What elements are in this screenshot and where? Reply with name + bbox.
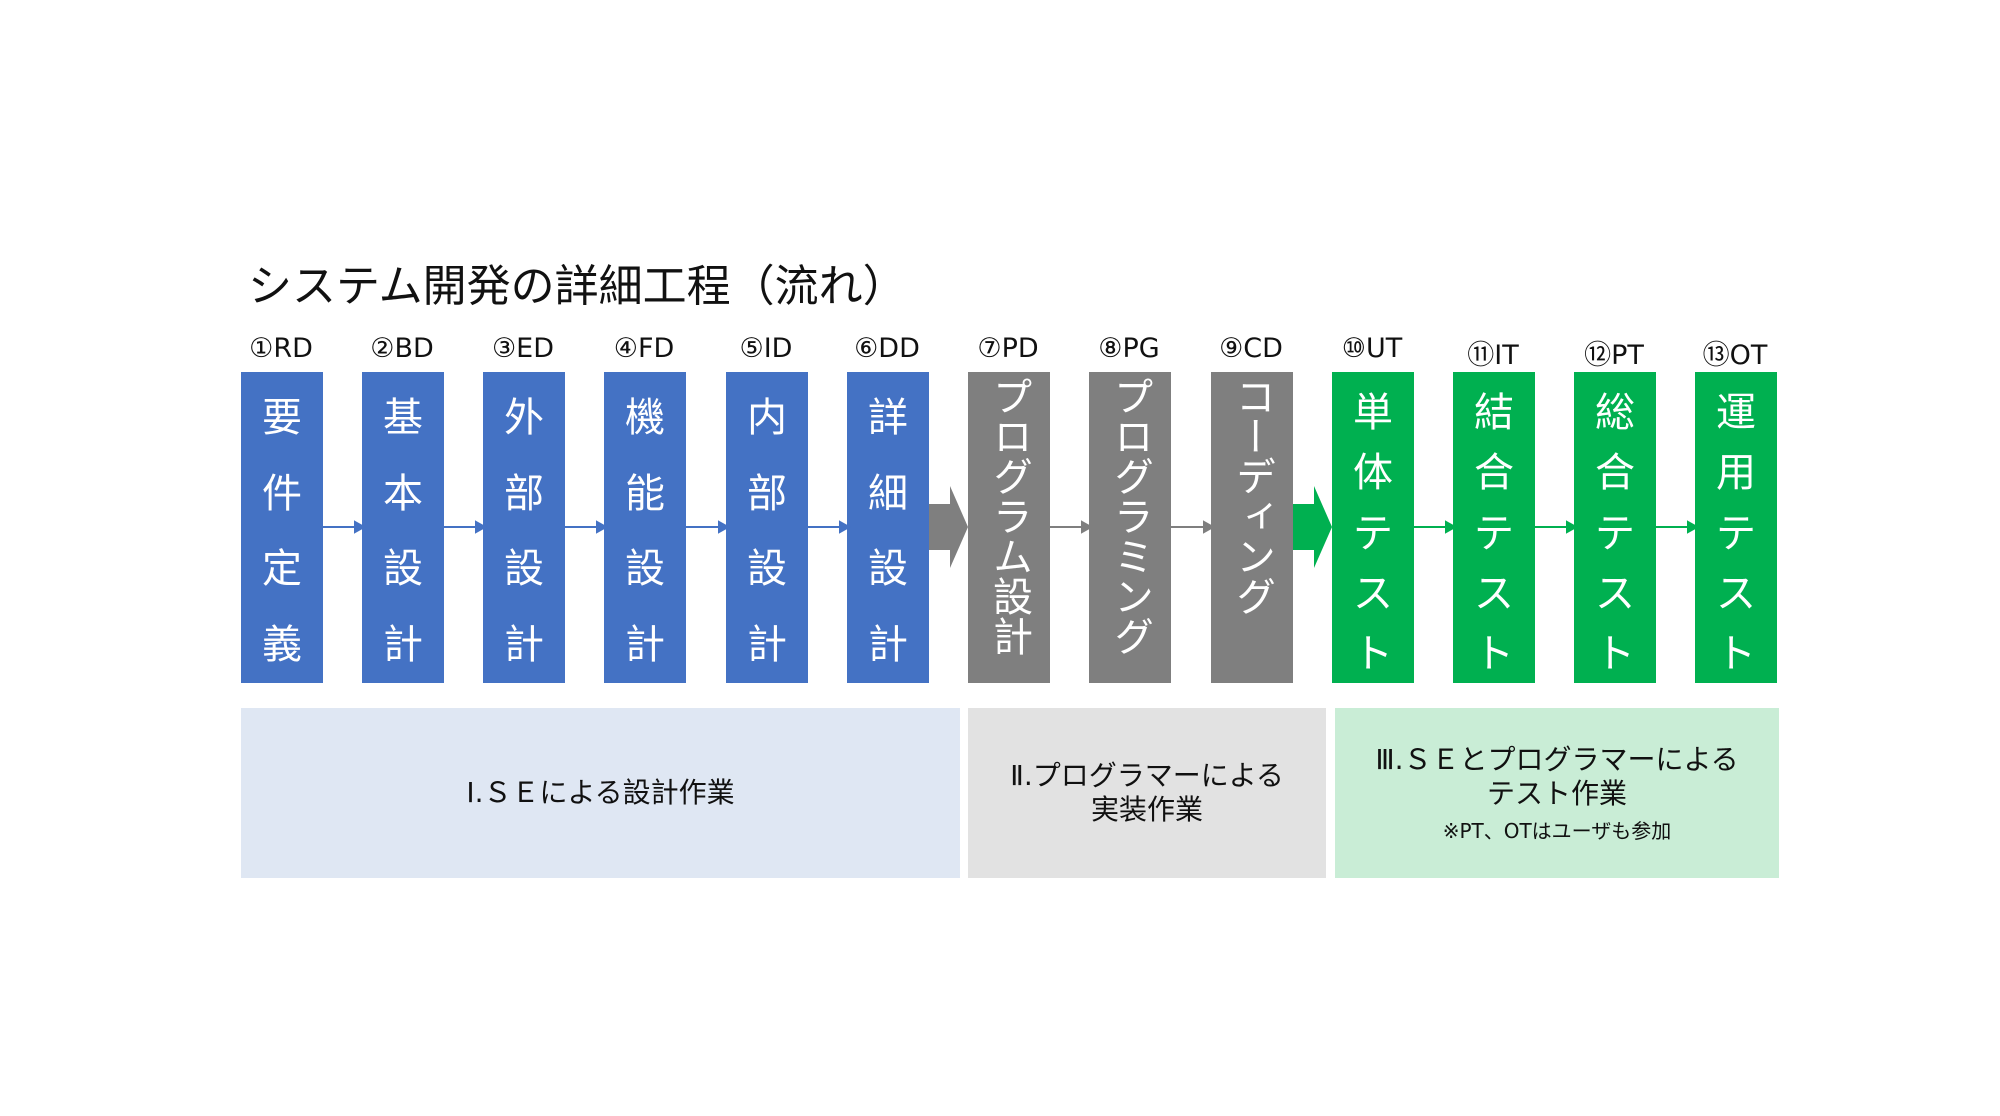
step-label-rd: ①RD: [249, 333, 313, 364]
step-box-pd: プログラム設計: [968, 372, 1050, 683]
step-char: テ: [1474, 510, 1514, 557]
step-char: 運: [1716, 390, 1756, 436]
step-char: 機: [625, 394, 665, 441]
step-char: 設: [868, 546, 908, 593]
step-box-ut: 単体テスト: [1332, 372, 1414, 683]
step-char: 計: [747, 622, 787, 669]
phase-test: Ⅲ.ＳＥとプログラマーによる テスト作業 ※PT、OTはユーザも参加: [1335, 708, 1779, 878]
step-box-pt: 総合テスト: [1574, 372, 1656, 683]
step-char: 能: [625, 470, 665, 517]
step-label-pt: ⑫PT: [1584, 340, 1644, 371]
step-char: ス: [1353, 570, 1393, 617]
connector-arrows-design: [323, 520, 852, 534]
step-label-pg: ⑧PG: [1098, 333, 1160, 364]
step-box-ot: 運用テスト: [1695, 372, 1777, 683]
step-text-it: 結合テスト: [1453, 372, 1535, 683]
step-box-dd: 詳細設計: [847, 372, 929, 683]
step-box-cd: コーディング: [1211, 372, 1293, 683]
phase-arrow-gray: [929, 486, 968, 568]
step-char: ト: [1474, 631, 1514, 677]
step-text-dd: 詳細設計: [847, 372, 929, 683]
phase-arrow-green: [1293, 486, 1332, 568]
step-char: テ: [1716, 510, 1756, 557]
step-label-it: ⑪IT: [1467, 340, 1519, 371]
step-char: 計: [868, 622, 908, 669]
step-char: 計: [625, 622, 665, 669]
step-char: 基: [383, 394, 423, 441]
step-char: 体: [1353, 450, 1393, 497]
page-title: システム開発の詳細工程（流れ）: [248, 261, 907, 312]
step-box-bd: 基本設計: [362, 372, 444, 683]
step-char: 部: [504, 470, 544, 517]
step-label-cd: ⑨CD: [1219, 333, 1283, 364]
step-box-rd: 要件定義: [241, 372, 323, 683]
step-char: 義: [262, 622, 302, 669]
step-box-fd: 機能設計: [604, 372, 686, 683]
step-char: 合: [1595, 450, 1635, 497]
connector-arrows-test: [1414, 520, 1700, 534]
step-box-id: 内部設計: [726, 372, 808, 683]
step-label-id: ⑤ID: [739, 333, 793, 364]
step-char: ス: [1474, 570, 1514, 617]
step-char: 件: [262, 470, 302, 517]
step-char: ト: [1595, 631, 1635, 677]
step-label-dd: ⑥DD: [854, 333, 920, 364]
step-text-cd: コーディング: [1229, 376, 1275, 616]
step-char: 総: [1595, 390, 1635, 436]
step-label-ot: ⑬OT: [1702, 340, 1768, 371]
step-char: 詳: [868, 394, 908, 441]
step-text-fd: 機能設計: [604, 372, 686, 683]
step-char: 設: [747, 546, 787, 593]
phase-test-note: ※PT、OTはユーザも参加: [1442, 818, 1672, 843]
step-char: ス: [1716, 570, 1756, 617]
step-label-pd: ⑦PD: [977, 333, 1039, 364]
step-text-pt: 総合テスト: [1574, 372, 1656, 683]
step-char: 計: [504, 622, 544, 669]
step-text-pg: プログラミング: [1107, 376, 1153, 656]
step-char: 細: [868, 470, 908, 517]
step-char: 本: [383, 470, 423, 517]
step-box-pg: プログラミング: [1089, 372, 1171, 683]
step-char: 設: [625, 546, 665, 593]
step-label-fd: ④FD: [613, 333, 675, 364]
phase-implementation: Ⅱ.プログラマーによる 実装作業: [968, 708, 1326, 878]
phase-design: Ⅰ.ＳＥによる設計作業: [241, 708, 960, 878]
step-char: 内: [747, 394, 787, 441]
connector-arrows-impl: [1050, 520, 1216, 534]
step-text-bd: 基本設計: [362, 372, 444, 683]
phase-implementation-label: Ⅱ.プログラマーによる 実装作業: [1010, 759, 1284, 826]
step-char: 結: [1474, 390, 1514, 436]
step-char: 要: [262, 394, 302, 441]
step-char: テ: [1595, 510, 1635, 557]
step-text-ut: 単体テスト: [1332, 372, 1414, 683]
step-label-ed: ③ED: [491, 333, 555, 364]
step-char: ト: [1353, 631, 1393, 677]
step-char: ト: [1716, 631, 1756, 677]
step-text-id: 内部設計: [726, 372, 808, 683]
step-box-ed: 外部設計: [483, 372, 565, 683]
step-char: 外: [504, 394, 544, 441]
step-text-pd: プログラム設計: [986, 376, 1032, 656]
step-char: 部: [747, 470, 787, 517]
step-label-ut: ⑩UT: [1341, 333, 1403, 364]
step-text-ed: 外部設計: [483, 372, 565, 683]
step-char: 設: [504, 546, 544, 593]
step-char: 設: [383, 546, 423, 593]
step-char: 用: [1716, 450, 1756, 497]
step-char: 計: [383, 622, 423, 669]
step-char: 単: [1353, 390, 1393, 436]
phase-test-label: Ⅲ.ＳＥとプログラマーによる テスト作業: [1375, 742, 1739, 810]
step-text-rd: 要件定義: [241, 372, 323, 683]
step-char: ス: [1595, 570, 1635, 617]
step-text-ot: 運用テスト: [1695, 372, 1777, 683]
phase-design-label: Ⅰ.ＳＥによる設計作業: [466, 776, 735, 809]
step-char: テ: [1353, 510, 1393, 557]
step-char: 定: [262, 546, 302, 593]
step-box-it: 結合テスト: [1453, 372, 1535, 683]
step-char: 合: [1474, 450, 1514, 497]
step-label-bd: ②BD: [370, 333, 434, 364]
